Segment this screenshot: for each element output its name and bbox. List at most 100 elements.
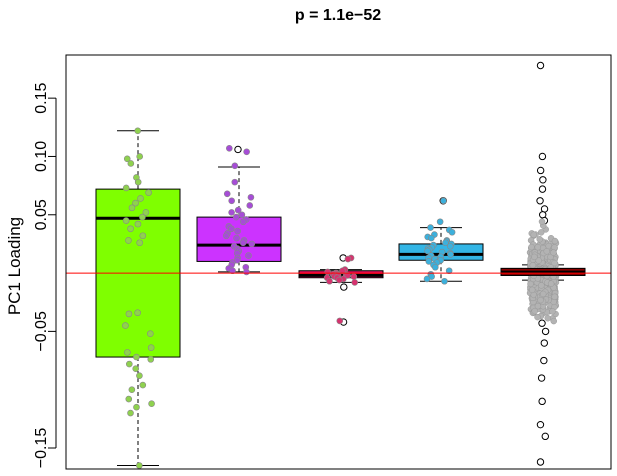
data-point xyxy=(147,344,155,352)
data-point xyxy=(550,317,557,325)
data-point xyxy=(125,310,133,318)
data-point xyxy=(134,309,141,317)
data-point xyxy=(428,234,435,242)
data-point xyxy=(549,308,556,315)
data-point xyxy=(424,247,431,255)
data-point xyxy=(248,240,256,248)
data-point xyxy=(423,275,431,283)
data-point xyxy=(245,252,252,259)
data-point xyxy=(229,267,236,275)
chart-title: p = 1.1e−52 xyxy=(295,7,381,24)
data-point xyxy=(528,286,536,294)
data-point xyxy=(123,155,131,163)
data-point xyxy=(431,263,439,271)
outlier-point xyxy=(536,420,545,429)
plot-area xyxy=(66,61,611,469)
data-point xyxy=(547,280,555,287)
data-point xyxy=(133,403,140,411)
data-point xyxy=(231,162,239,170)
box-group-1 xyxy=(95,127,181,469)
data-point xyxy=(127,409,134,417)
data-point xyxy=(125,360,133,368)
y-tick-label: −0.05 xyxy=(33,311,50,352)
data-point xyxy=(238,211,246,219)
data-point xyxy=(133,353,140,361)
data-point xyxy=(145,189,152,196)
data-point xyxy=(527,280,534,288)
data-point xyxy=(124,349,131,356)
data-point xyxy=(142,209,150,216)
data-point xyxy=(529,262,537,269)
data-point xyxy=(534,302,542,310)
data-point xyxy=(544,314,551,322)
data-point xyxy=(136,239,143,247)
data-point xyxy=(233,234,240,242)
y-tick-label: 0.15 xyxy=(33,82,50,113)
y-tick-label: 0.10 xyxy=(33,141,50,172)
outlier-point xyxy=(538,319,546,327)
data-point xyxy=(551,259,558,267)
y-axis: −0.15 −0.05 0.05 0.10 0.15 xyxy=(33,82,57,469)
data-point xyxy=(538,282,545,289)
data-point xyxy=(132,365,140,373)
data-point xyxy=(128,386,136,393)
data-point xyxy=(247,193,255,201)
outlier-point xyxy=(538,152,547,161)
data-point xyxy=(530,231,537,238)
outlier-point xyxy=(538,397,546,406)
data-point xyxy=(128,204,136,212)
y-tick-label: −0.15 xyxy=(33,428,50,469)
box-group-5 xyxy=(500,61,586,466)
data-point xyxy=(223,232,230,240)
data-point xyxy=(228,197,235,205)
data-point xyxy=(551,293,558,301)
data-point xyxy=(344,272,351,279)
data-point xyxy=(243,148,250,156)
data-point xyxy=(136,153,144,160)
data-point xyxy=(139,232,147,240)
data-point xyxy=(427,224,434,231)
outlier-point xyxy=(540,356,548,365)
outlier-point xyxy=(541,432,549,441)
data-point xyxy=(551,237,559,245)
data-point xyxy=(122,184,130,192)
data-point xyxy=(350,273,358,280)
data-point xyxy=(239,218,247,226)
data-point xyxy=(139,213,146,221)
data-point xyxy=(447,251,454,258)
data-point xyxy=(531,307,538,315)
data-point xyxy=(148,400,155,407)
data-point xyxy=(445,267,453,275)
data-point xyxy=(227,225,235,233)
data-point xyxy=(448,228,456,236)
data-point xyxy=(234,227,241,235)
data-point xyxy=(127,225,134,233)
data-point xyxy=(226,144,233,152)
data-point xyxy=(336,317,344,325)
data-point xyxy=(351,279,359,286)
data-point xyxy=(137,195,144,202)
data-point xyxy=(550,249,557,256)
data-point xyxy=(436,218,444,226)
data-point xyxy=(134,178,142,186)
data-point xyxy=(441,277,448,285)
data-point xyxy=(537,296,544,304)
plot-frame xyxy=(65,54,612,470)
data-point xyxy=(125,395,133,403)
y-axis-label: PC1 Loading xyxy=(5,217,24,315)
data-point xyxy=(136,372,143,380)
data-point xyxy=(326,277,333,285)
outlier-point xyxy=(536,166,545,175)
outlier-point xyxy=(536,197,544,205)
data-point xyxy=(344,255,352,263)
outlier-point xyxy=(539,176,547,184)
data-point xyxy=(134,220,142,228)
data-point xyxy=(232,213,240,221)
outlier-point xyxy=(536,458,545,466)
data-point xyxy=(231,178,239,186)
data-point xyxy=(534,313,541,321)
outlier-point xyxy=(540,339,549,347)
data-point xyxy=(336,276,343,284)
data-point xyxy=(531,253,538,261)
data-point xyxy=(134,127,142,135)
